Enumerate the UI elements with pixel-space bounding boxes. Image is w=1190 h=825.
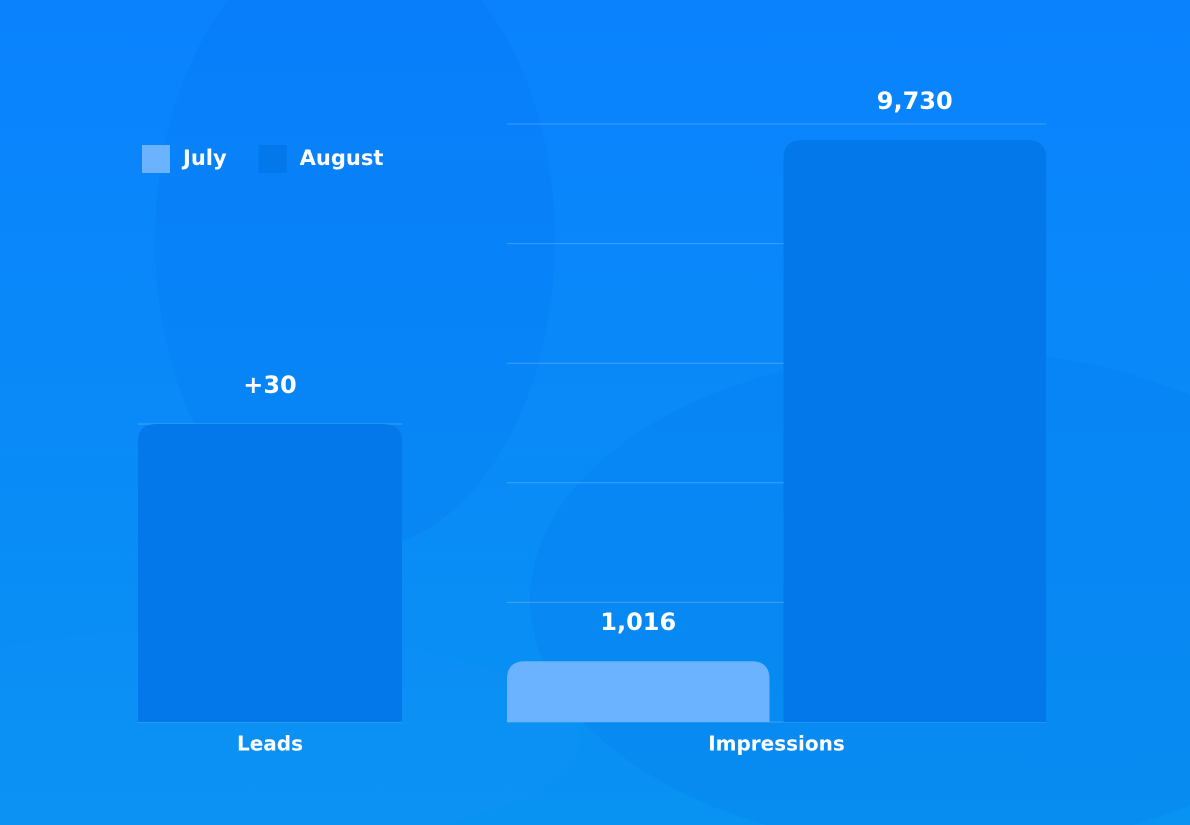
value-label: 1,016 — [600, 608, 676, 636]
legend-label: July — [181, 146, 227, 170]
bar — [507, 661, 770, 722]
value-label: 9,730 — [877, 87, 953, 115]
decoration — [155, 0, 555, 550]
legend-swatch — [258, 145, 287, 173]
value-label: +30 — [243, 371, 297, 399]
x-tick-label: Impressions — [708, 732, 845, 756]
legend-label: August — [300, 146, 384, 170]
x-tick-label: Leads — [237, 732, 303, 756]
bar — [783, 140, 1046, 722]
bar — [138, 424, 402, 722]
legend-swatch — [142, 145, 170, 173]
